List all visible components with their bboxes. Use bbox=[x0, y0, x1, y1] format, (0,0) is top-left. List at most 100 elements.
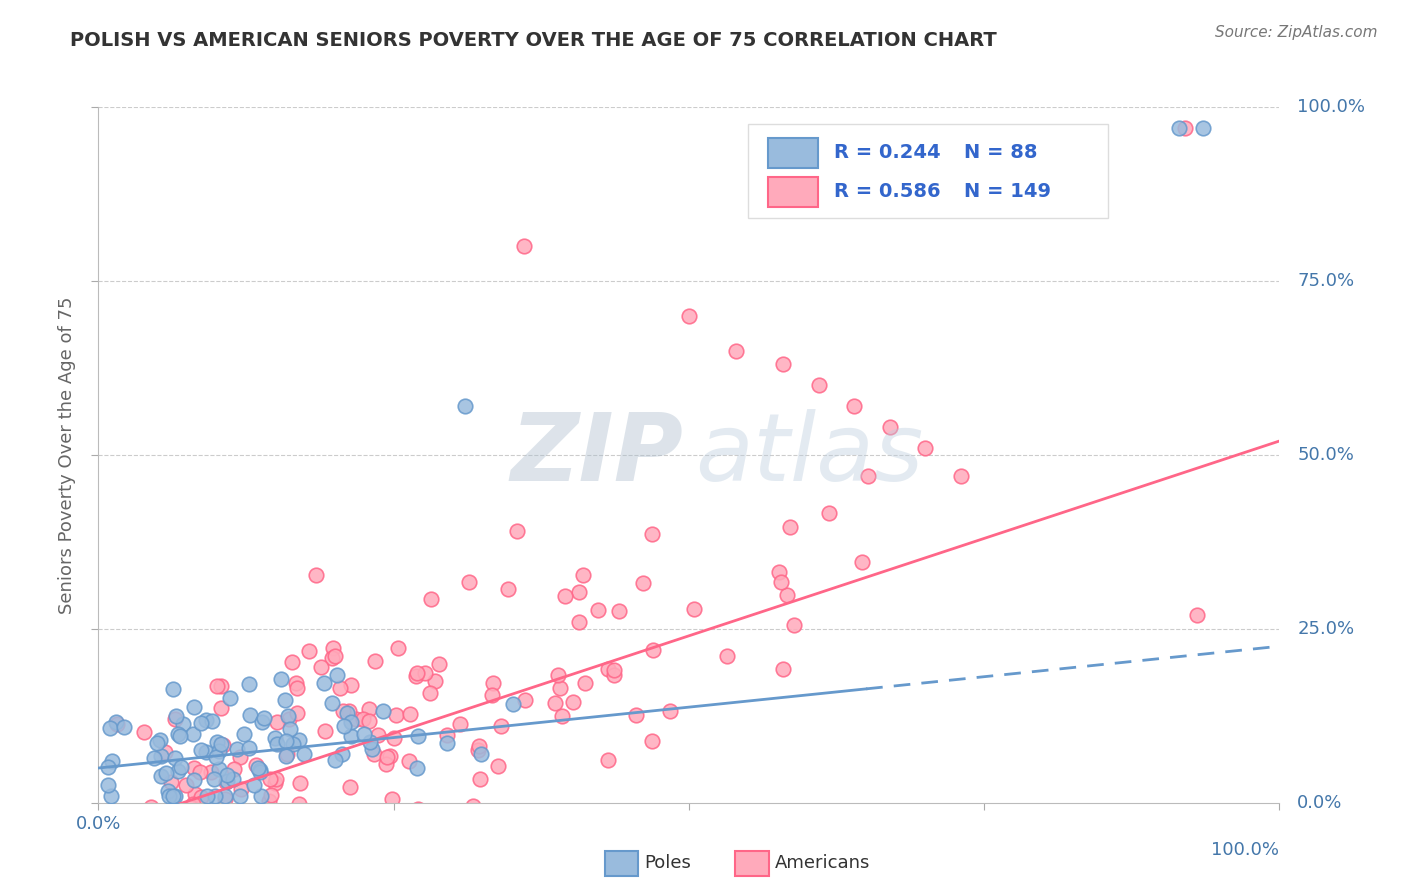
Point bbox=[398, 706, 420, 721]
Point bbox=[375, 750, 398, 764]
Point bbox=[142, 830, 165, 845]
Point bbox=[312, 675, 335, 690]
Point bbox=[381, 792, 404, 806]
Point bbox=[322, 641, 344, 656]
Point bbox=[100, 789, 122, 803]
Point bbox=[207, 679, 229, 693]
Point bbox=[498, 582, 520, 596]
Point bbox=[145, 830, 167, 845]
Point bbox=[215, 775, 238, 789]
Point bbox=[363, 810, 385, 824]
Point bbox=[181, 727, 204, 741]
Point bbox=[506, 524, 529, 539]
Point bbox=[259, 772, 281, 786]
Point bbox=[132, 725, 155, 739]
Point bbox=[326, 668, 349, 682]
Point bbox=[382, 731, 405, 745]
Point bbox=[322, 826, 344, 840]
Point bbox=[596, 662, 619, 676]
Point bbox=[851, 555, 873, 569]
Text: 100.0%: 100.0% bbox=[1298, 98, 1365, 116]
Point bbox=[155, 766, 177, 780]
Point bbox=[211, 738, 233, 752]
Point bbox=[1191, 120, 1213, 135]
Point bbox=[209, 701, 232, 715]
Point bbox=[304, 567, 326, 582]
Point bbox=[250, 830, 273, 845]
Point bbox=[101, 754, 124, 768]
Point bbox=[172, 717, 194, 731]
Point bbox=[105, 717, 128, 731]
Point bbox=[405, 666, 427, 681]
Point bbox=[214, 792, 236, 806]
Point bbox=[772, 358, 794, 372]
Point bbox=[170, 822, 193, 836]
Point bbox=[229, 781, 252, 796]
Point bbox=[183, 773, 205, 788]
Point bbox=[363, 747, 385, 762]
Point bbox=[217, 767, 239, 781]
Point bbox=[162, 789, 184, 803]
Point bbox=[463, 799, 485, 814]
FancyBboxPatch shape bbox=[748, 124, 1108, 219]
Point bbox=[176, 814, 198, 829]
Point bbox=[381, 830, 404, 845]
Point bbox=[233, 727, 256, 741]
Point bbox=[1174, 120, 1197, 135]
Point bbox=[281, 737, 304, 751]
Point bbox=[467, 743, 489, 757]
Point bbox=[856, 469, 879, 483]
Point bbox=[315, 830, 337, 845]
Point bbox=[515, 692, 537, 706]
Point bbox=[387, 641, 409, 656]
Point bbox=[457, 574, 479, 589]
Point bbox=[776, 588, 799, 602]
Point bbox=[183, 700, 205, 714]
Point bbox=[817, 506, 839, 520]
Point bbox=[153, 745, 176, 759]
Point bbox=[309, 660, 332, 674]
Point bbox=[253, 711, 276, 725]
Point bbox=[568, 615, 591, 630]
Point bbox=[332, 718, 354, 732]
Point bbox=[419, 686, 441, 700]
Point bbox=[641, 527, 664, 541]
Point bbox=[278, 722, 301, 736]
Point bbox=[238, 676, 260, 690]
Point bbox=[361, 741, 384, 756]
Point bbox=[160, 775, 183, 789]
Point bbox=[264, 731, 287, 746]
Point bbox=[359, 735, 381, 749]
Point bbox=[375, 820, 398, 834]
Point bbox=[408, 802, 430, 816]
Point bbox=[243, 778, 266, 792]
Point bbox=[257, 795, 280, 809]
Text: Poles: Poles bbox=[644, 855, 690, 872]
Point bbox=[194, 745, 217, 759]
Point bbox=[339, 678, 361, 692]
Point bbox=[239, 707, 262, 722]
Y-axis label: Seniors Poverty Over the Age of 75: Seniors Poverty Over the Age of 75 bbox=[58, 296, 76, 614]
Point bbox=[482, 676, 505, 690]
Point bbox=[190, 716, 212, 731]
Point bbox=[165, 712, 187, 726]
Point bbox=[436, 736, 458, 750]
Point bbox=[195, 713, 218, 727]
FancyBboxPatch shape bbox=[768, 138, 818, 168]
Point bbox=[181, 797, 204, 812]
Text: Source: ZipAtlas.com: Source: ZipAtlas.com bbox=[1215, 25, 1378, 40]
Point bbox=[150, 748, 173, 763]
Point bbox=[716, 648, 738, 663]
Point bbox=[1185, 607, 1208, 622]
Point bbox=[205, 750, 228, 764]
Point bbox=[502, 698, 524, 712]
Point bbox=[288, 797, 311, 812]
Text: 50.0%: 50.0% bbox=[1298, 446, 1354, 464]
Point bbox=[631, 576, 654, 591]
Point bbox=[321, 696, 343, 710]
Point bbox=[242, 830, 264, 845]
Point bbox=[105, 714, 128, 729]
Point bbox=[526, 830, 548, 845]
Point bbox=[247, 761, 270, 775]
Point bbox=[586, 603, 609, 617]
